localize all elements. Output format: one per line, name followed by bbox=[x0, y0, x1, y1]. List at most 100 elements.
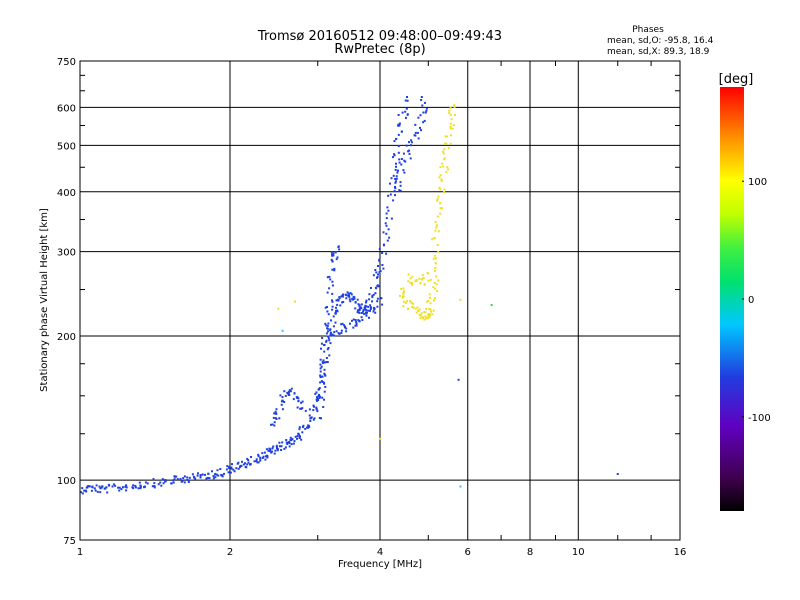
data-point bbox=[326, 291, 329, 294]
data-point bbox=[267, 449, 270, 452]
data-point bbox=[382, 267, 385, 270]
data-point bbox=[338, 296, 341, 299]
data-point bbox=[114, 484, 117, 487]
data-point bbox=[429, 278, 432, 281]
data-point bbox=[376, 305, 379, 308]
data-point bbox=[331, 254, 334, 257]
data-point bbox=[442, 165, 445, 168]
data-point bbox=[394, 185, 396, 188]
data-point bbox=[324, 306, 327, 309]
data-point bbox=[263, 451, 266, 454]
data-point bbox=[316, 410, 319, 413]
data-point bbox=[280, 400, 283, 403]
data-point bbox=[94, 489, 97, 492]
data-point bbox=[454, 114, 457, 116]
data-point bbox=[223, 472, 225, 475]
y-tick-label: 75 bbox=[63, 536, 76, 547]
data-point bbox=[284, 446, 287, 449]
data-point bbox=[330, 258, 333, 261]
data-point bbox=[385, 252, 388, 255]
data-point bbox=[434, 287, 437, 290]
data-point bbox=[434, 257, 437, 260]
data-point bbox=[432, 286, 435, 289]
data-point bbox=[390, 177, 393, 180]
data-point bbox=[421, 274, 424, 277]
data-point bbox=[112, 483, 115, 486]
data-point bbox=[446, 166, 449, 169]
data-point bbox=[335, 299, 338, 302]
data-point bbox=[435, 224, 438, 227]
data-point bbox=[211, 470, 213, 473]
data-point bbox=[378, 271, 381, 274]
data-point bbox=[417, 116, 420, 119]
data-point bbox=[337, 245, 340, 248]
data-point bbox=[176, 478, 179, 481]
data-point bbox=[327, 330, 329, 333]
data-point bbox=[321, 337, 324, 339]
data-point bbox=[321, 375, 324, 378]
data-point bbox=[241, 460, 243, 463]
data-point bbox=[320, 342, 323, 345]
data-point bbox=[340, 323, 343, 326]
data-point bbox=[296, 437, 298, 440]
data-point bbox=[217, 474, 220, 477]
data-point bbox=[419, 114, 422, 117]
data-point bbox=[319, 376, 322, 379]
data-point bbox=[397, 123, 400, 126]
data-point bbox=[278, 441, 281, 444]
data-point bbox=[164, 480, 167, 483]
data-point bbox=[317, 388, 320, 391]
phase-stats-o: mean, sd,O: -95.8, 16.4 bbox=[607, 36, 714, 46]
data-point bbox=[343, 324, 345, 327]
data-point bbox=[389, 182, 391, 185]
data-point bbox=[355, 322, 358, 325]
data-point bbox=[416, 306, 419, 309]
data-point bbox=[362, 309, 365, 312]
data-point bbox=[315, 406, 318, 409]
data-point bbox=[240, 464, 243, 467]
data-point bbox=[355, 320, 358, 323]
data-point bbox=[276, 449, 279, 452]
data-point bbox=[419, 282, 422, 285]
data-point bbox=[421, 278, 424, 281]
data-point bbox=[412, 306, 415, 309]
data-point bbox=[153, 486, 156, 489]
series-0 bbox=[80, 96, 428, 495]
data-point bbox=[199, 476, 202, 479]
data-point bbox=[265, 448, 268, 451]
data-point bbox=[272, 416, 275, 419]
data-point bbox=[187, 479, 190, 482]
colorbar-label: [deg] bbox=[719, 72, 754, 87]
y-axis: 75 100 200 300 400 500 600 750 bbox=[57, 57, 680, 547]
data-point bbox=[301, 407, 304, 410]
data-point bbox=[329, 333, 332, 336]
data-point bbox=[433, 237, 436, 240]
data-point bbox=[283, 447, 286, 450]
data-point bbox=[280, 403, 283, 406]
data-point bbox=[288, 441, 291, 443]
y-tick-label: 200 bbox=[57, 332, 76, 343]
data-point bbox=[409, 277, 412, 280]
data-point bbox=[328, 287, 331, 290]
data-point bbox=[317, 395, 320, 398]
data-point bbox=[125, 484, 128, 487]
data-point bbox=[316, 399, 319, 402]
data-point bbox=[372, 274, 375, 277]
data-point bbox=[288, 389, 291, 392]
data-point bbox=[393, 153, 396, 156]
data-point bbox=[386, 206, 389, 209]
data-point bbox=[371, 294, 374, 297]
data-point bbox=[399, 181, 402, 184]
data-point bbox=[377, 265, 379, 267]
data-point bbox=[286, 441, 289, 444]
data-point bbox=[289, 390, 292, 393]
data-point bbox=[297, 397, 300, 400]
data-point bbox=[325, 332, 328, 335]
data-point bbox=[424, 315, 427, 318]
x-tick-label: 4 bbox=[377, 547, 383, 558]
data-point bbox=[334, 312, 337, 315]
data-point bbox=[255, 458, 258, 461]
data-point bbox=[322, 406, 325, 408]
data-point bbox=[256, 461, 259, 464]
data-point bbox=[336, 303, 339, 306]
